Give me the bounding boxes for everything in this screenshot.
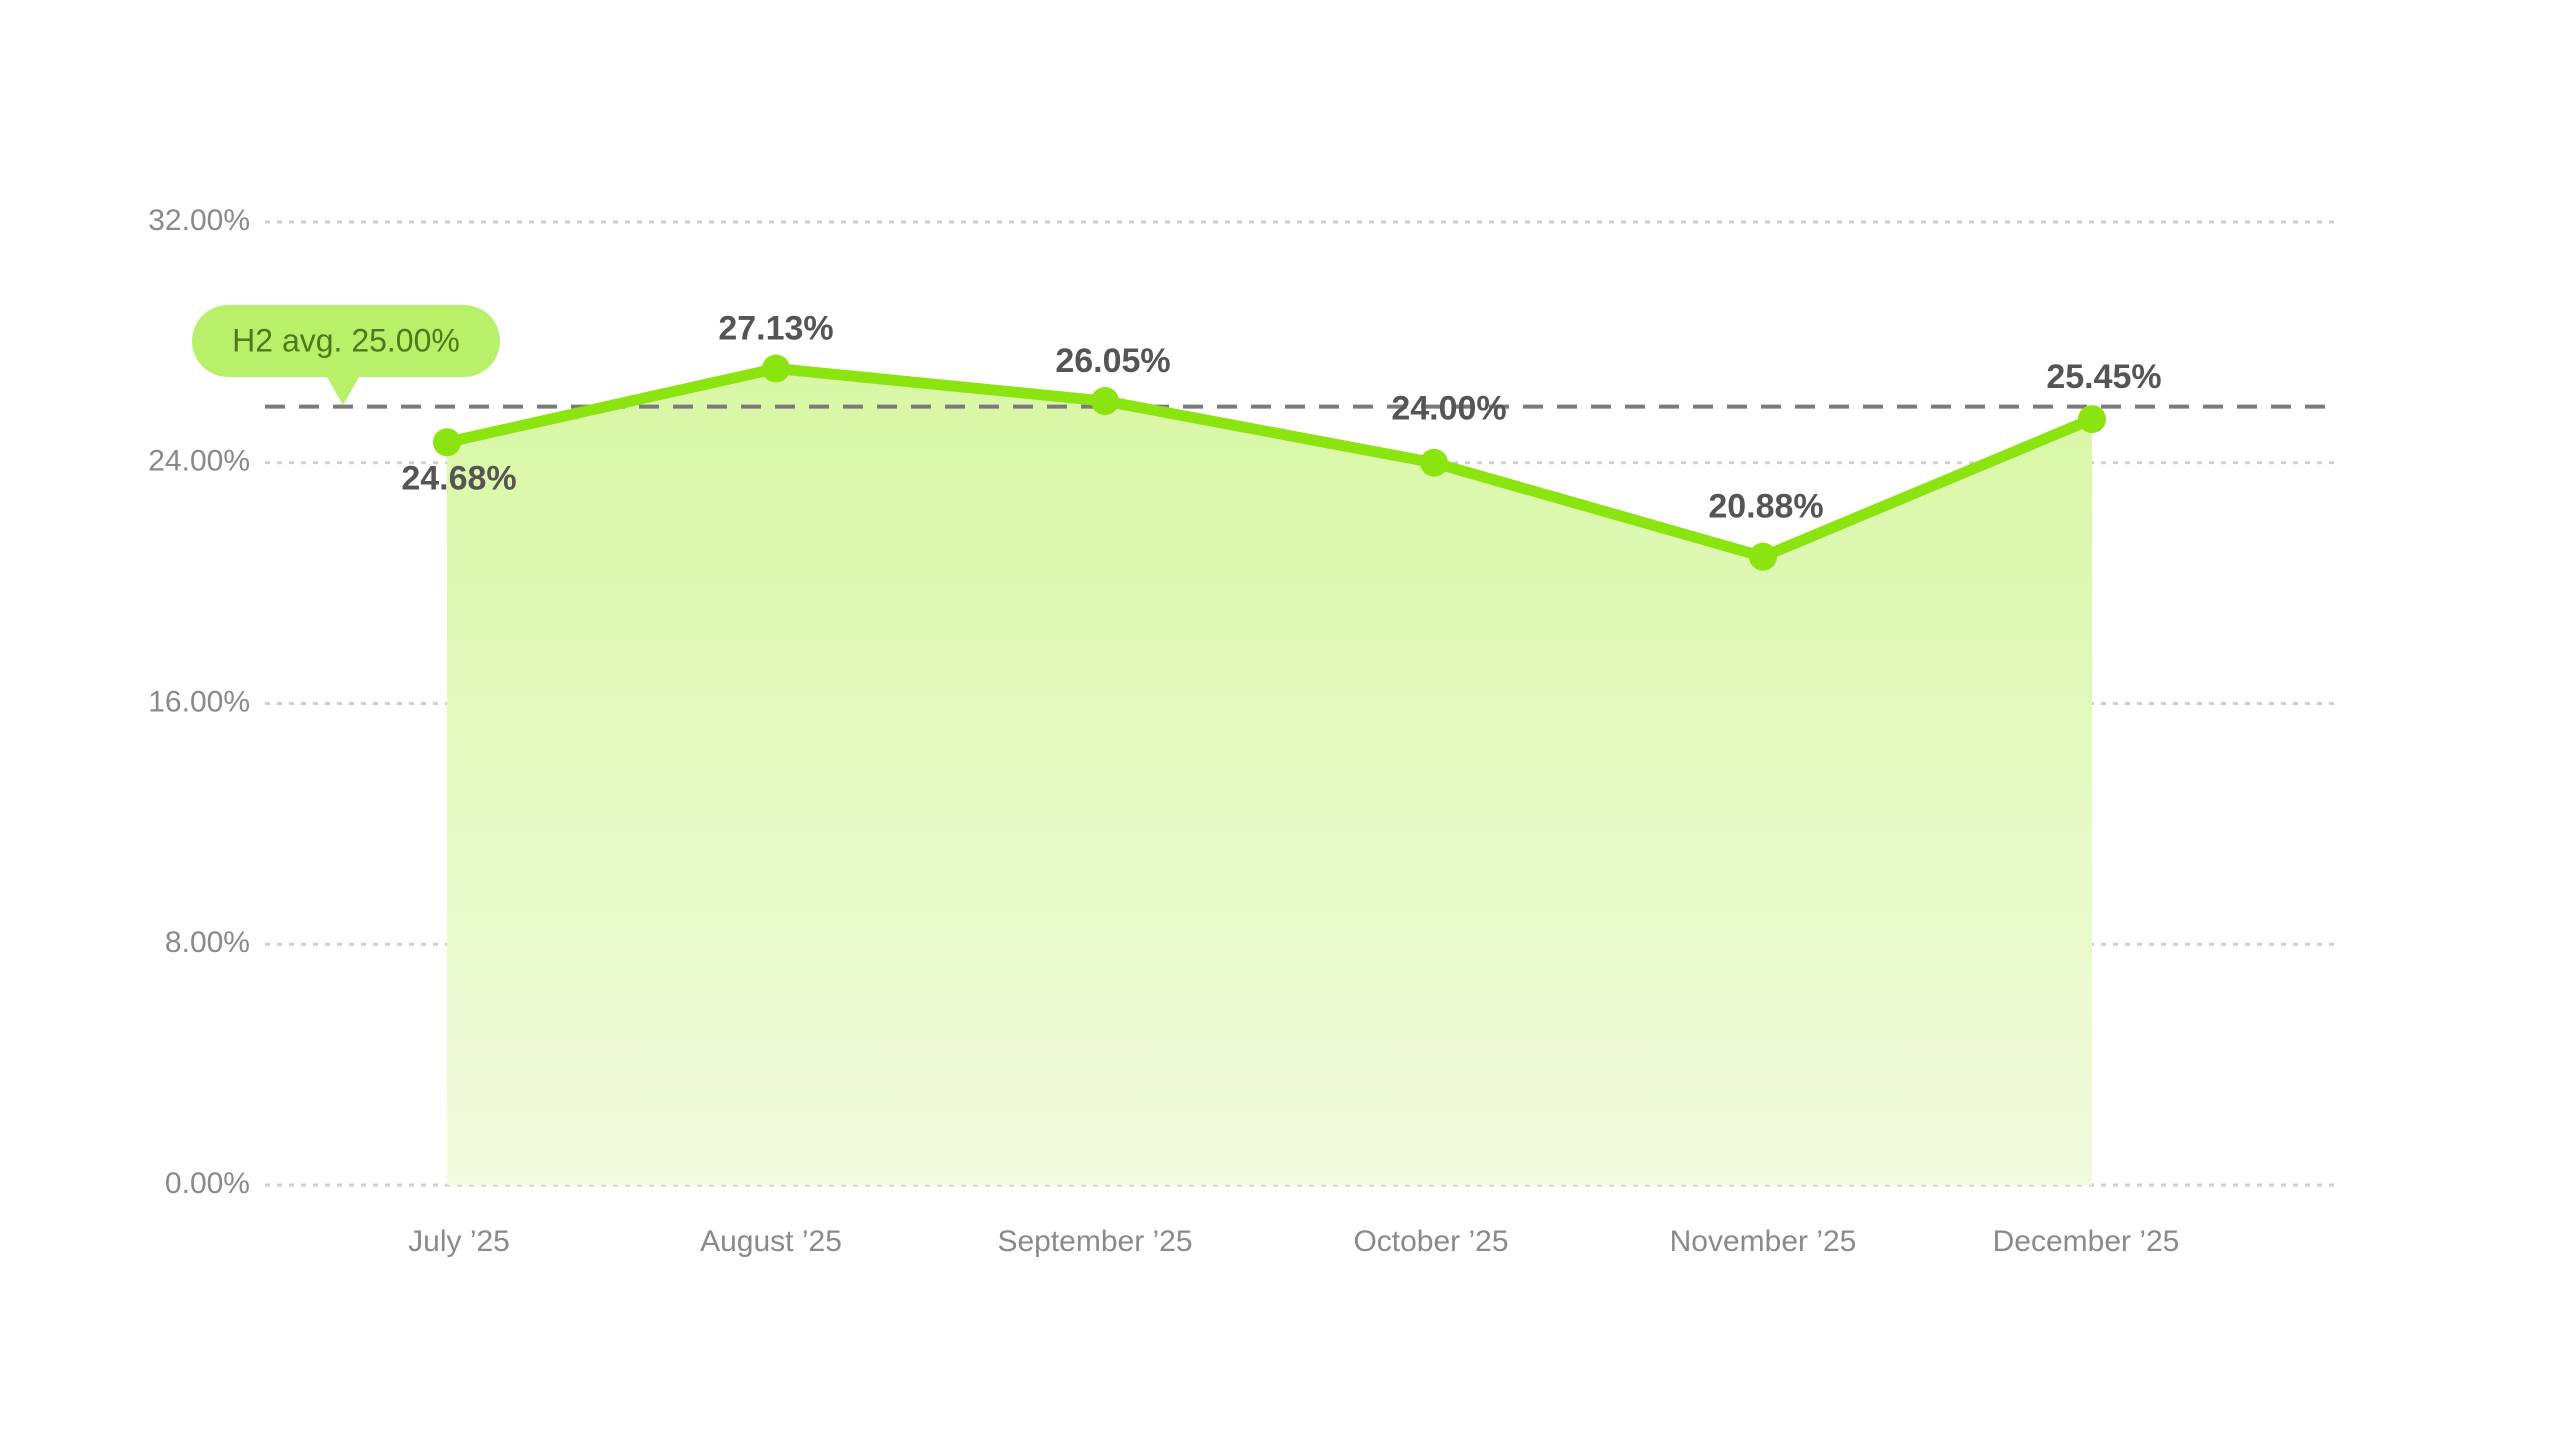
x-tick-label: December ’25 (1993, 1225, 2180, 1258)
y-axis-ticks: 0.00% 8.00% 16.00% 24.00% 32.00% (148, 204, 250, 1200)
data-point[interactable] (433, 428, 461, 457)
data-points (433, 354, 2106, 571)
series-line-group (441, 363, 2098, 563)
data-label: 20.88% (1708, 488, 1823, 526)
data-label: 24.00% (1391, 390, 1506, 428)
avg-badge-label: H2 avg. 25.00% (232, 322, 460, 358)
data-point[interactable] (1749, 542, 1777, 571)
data-labels: 24.68% 27.13% 26.05% 24.00% 20.88% 25.45% (401, 310, 2161, 526)
data-point[interactable] (1420, 448, 1448, 477)
data-point[interactable] (762, 354, 790, 383)
area-fill (447, 368, 2092, 1186)
y-tick-label: 32.00% (148, 204, 250, 237)
x-tick-label: September ’25 (997, 1225, 1192, 1258)
x-tick-label: October ’25 (1353, 1225, 1508, 1258)
data-label: 24.68% (401, 459, 516, 497)
series-line (441, 363, 2098, 563)
data-label: 27.13% (718, 310, 833, 348)
x-tick-label: August ’25 (700, 1225, 842, 1258)
x-axis-ticks: July ’25 August ’25 September ’25 October ’… (408, 1225, 2179, 1258)
y-tick-label: 8.00% (165, 926, 250, 959)
avg-badge: H2 avg. 25.00% (192, 305, 500, 405)
data-label: 26.05% (1055, 342, 1170, 380)
y-tick-label: 24.00% (148, 445, 250, 478)
data-label: 25.45% (2046, 358, 2161, 396)
x-tick-label: July ’25 (408, 1225, 510, 1258)
x-tick-label: November ’25 (1670, 1225, 1857, 1258)
area-fill-shape (447, 368, 2092, 1186)
data-point[interactable] (1091, 387, 1119, 416)
y-tick-label: 0.00% (165, 1167, 250, 1200)
y-tick-label: 16.00% (148, 685, 250, 718)
data-point[interactable] (2078, 405, 2106, 434)
avg-badge-background (192, 305, 500, 405)
